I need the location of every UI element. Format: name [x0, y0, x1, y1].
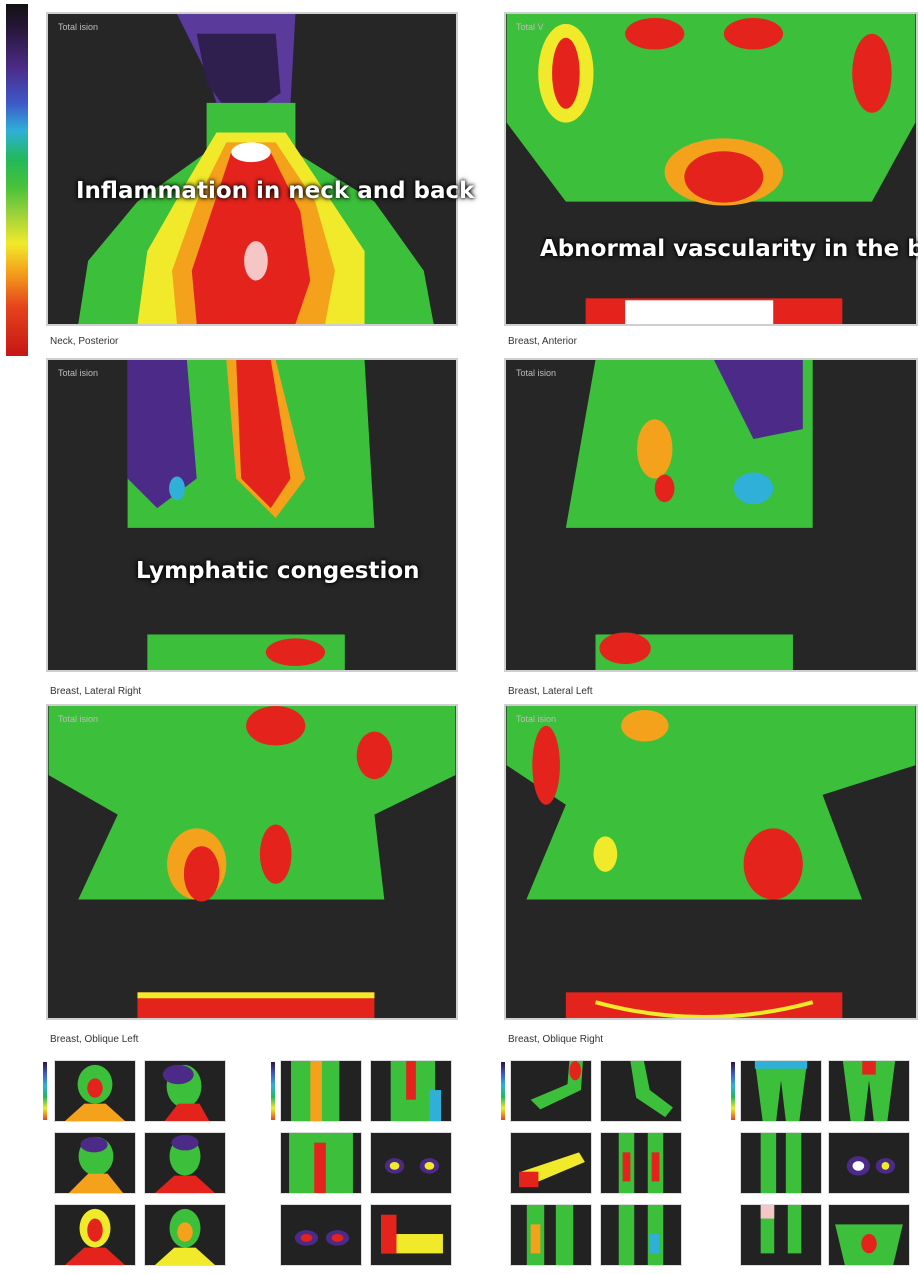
thumbnail	[600, 1060, 682, 1122]
panel-tag: Total ision	[58, 368, 99, 378]
thumbnail	[510, 1204, 592, 1266]
thumbnail	[54, 1060, 136, 1122]
thermal-image-breast-anterior: Total V	[504, 12, 918, 326]
caption-neck-posterior: Neck, Posterior	[50, 336, 119, 347]
thumbnail	[828, 1132, 910, 1194]
thermal-lateral-right-graphic	[127, 360, 375, 670]
thumbnail-set-arms-legs	[500, 1058, 690, 1270]
thumbnail	[54, 1132, 136, 1194]
thumbnail	[280, 1132, 362, 1194]
thumbnail-set-head-neck	[40, 1058, 230, 1270]
thermal-image-neck-posterior: Total ision	[46, 12, 458, 326]
thumbnail	[144, 1204, 226, 1266]
temperature-color-scale	[6, 4, 28, 356]
caption-breast-anterior: Breast, Anterior	[508, 336, 577, 347]
thumbnail	[54, 1204, 136, 1266]
thumbnail	[510, 1060, 592, 1122]
thermal-image-breast-oblique-left: Total ision	[46, 704, 458, 1020]
thumbnail-set-lower-body	[730, 1058, 918, 1270]
thumbnail	[740, 1132, 822, 1194]
thumbnail	[510, 1132, 592, 1194]
panel-tag: Total ision	[516, 368, 557, 378]
mini-color-scale	[501, 1062, 505, 1120]
thermal-oblique-left-graphic	[48, 706, 456, 1018]
thumbnail	[144, 1132, 226, 1194]
thermal-image-breast-lateral-right: Total ision	[46, 358, 458, 672]
thumbnail	[828, 1204, 910, 1266]
overlay-label-neck-back: Inflammation in neck and back	[76, 178, 475, 204]
caption-breast-oblique-left: Breast, Oblique Left	[50, 1034, 139, 1045]
thumbnail	[828, 1060, 910, 1122]
thumbnail	[370, 1060, 452, 1122]
caption-breast-lateral-left: Breast, Lateral Left	[508, 686, 593, 697]
thumbnail	[600, 1132, 682, 1194]
thumbnail	[280, 1204, 362, 1266]
thumbnail	[370, 1204, 452, 1266]
thumbnail	[740, 1204, 822, 1266]
overlay-label-lymphatic: Lymphatic congestion	[136, 558, 420, 584]
thumbnail	[740, 1060, 822, 1122]
thumbnail	[280, 1060, 362, 1122]
caption-breast-oblique-right: Breast, Oblique Right	[508, 1034, 604, 1045]
thumbnail	[370, 1132, 452, 1194]
panel-tag: Total ision	[58, 22, 99, 32]
thermal-image-breast-lateral-left: Total ision	[504, 358, 918, 672]
panel-tag: Total ision	[58, 714, 99, 724]
thumbnail	[144, 1060, 226, 1122]
overlay-label-breast-vascularity: Abnormal vascularity in the brea	[540, 236, 918, 262]
caption-breast-lateral-right: Breast, Lateral Right	[50, 686, 142, 697]
thermal-neck-back-graphic	[78, 14, 434, 324]
thermal-oblique-right-graphic	[506, 706, 916, 1018]
thumbnail-set-torso	[270, 1058, 460, 1270]
panel-tag: Total ision	[516, 714, 557, 724]
thermal-breast-anterior-graphic	[506, 14, 916, 324]
mini-color-scale	[43, 1062, 47, 1120]
mini-color-scale	[731, 1062, 735, 1120]
thumbnail	[600, 1204, 682, 1266]
mini-color-scale	[271, 1062, 275, 1120]
thermal-lateral-left-graphic	[565, 360, 813, 670]
thermal-image-breast-oblique-right: Total ision	[504, 704, 918, 1020]
panel-tag: Total V	[516, 22, 544, 32]
